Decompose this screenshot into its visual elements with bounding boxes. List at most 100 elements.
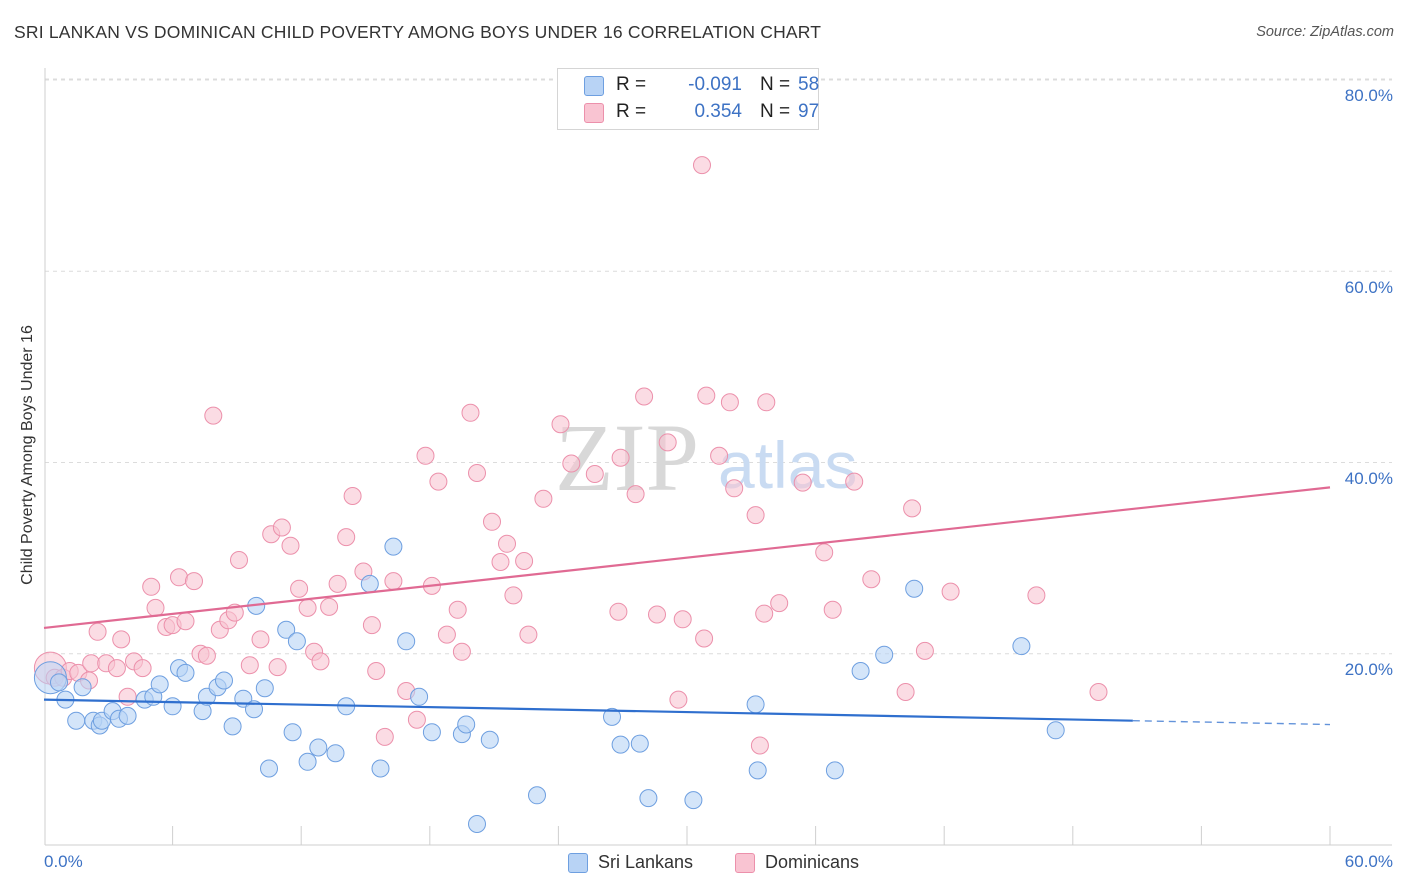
data-point [757, 393, 776, 412]
data-point [673, 610, 692, 629]
data-point [197, 646, 216, 665]
data-point [107, 659, 126, 678]
data-point [311, 652, 330, 671]
data-point [437, 625, 456, 644]
data-point [635, 387, 654, 406]
data-point [452, 642, 471, 661]
data-point [223, 717, 242, 736]
data-point [118, 687, 137, 706]
data-point [710, 446, 729, 465]
legend-label: Dominicans [765, 852, 860, 872]
data-point [815, 543, 834, 562]
data-point [287, 632, 306, 651]
y-tick-40: 40.0% [1344, 469, 1393, 488]
r-label: R = [616, 74, 647, 95]
data-point [1027, 586, 1046, 605]
data-point [133, 659, 152, 678]
data-point [519, 625, 538, 644]
data-point [371, 759, 390, 778]
data-point [272, 518, 291, 537]
data-point [825, 761, 844, 780]
data-point [611, 448, 630, 467]
legend-label: Sri Lankans [598, 852, 694, 872]
data-point [215, 671, 233, 690]
data-point [1089, 683, 1108, 701]
data-point [422, 723, 441, 742]
data-point [695, 629, 714, 648]
data-point [626, 485, 645, 504]
data-point [362, 616, 381, 635]
data-point [397, 632, 416, 651]
data-point [260, 759, 278, 778]
data-point [170, 568, 188, 587]
legend: Sri Lankans Dominicans [0, 852, 1406, 878]
data-point [142, 577, 161, 596]
n-label: N = [760, 74, 791, 95]
sri-lankans-legend-swatch [568, 853, 588, 873]
sri-lankans-trend-line [43, 698, 1133, 722]
data-point [851, 662, 870, 680]
data-point [328, 574, 347, 593]
y-tick-80: 80.0% [1344, 86, 1393, 105]
data-point [658, 433, 677, 452]
data-point [862, 570, 881, 589]
data-point [746, 695, 765, 714]
data-point [150, 675, 169, 694]
data-point [384, 572, 403, 591]
data-point [468, 815, 486, 833]
data-point [67, 711, 86, 730]
y-axis-title: Child Poverty Among Boys Under 16 [19, 325, 36, 585]
data-point [693, 156, 711, 175]
data-point [112, 630, 131, 649]
data-point [245, 700, 263, 719]
data-point [603, 707, 621, 726]
data-point [410, 687, 429, 706]
data-point [407, 710, 426, 729]
data-point [823, 600, 842, 619]
data-point [491, 553, 510, 571]
data-point [176, 612, 195, 631]
data-point [88, 622, 107, 641]
y-tick-60: 60.0% [1344, 278, 1393, 297]
dominicans-swatch [584, 103, 604, 123]
data-point [684, 791, 703, 810]
data-point [298, 752, 317, 771]
data-point [562, 454, 581, 473]
data-point [875, 645, 894, 664]
data-point [630, 734, 649, 753]
dominicans-trend-line [43, 486, 1331, 630]
r-value: 0.354 [694, 101, 742, 122]
source-label: Source: ZipAtlas.com [1256, 24, 1394, 40]
data-point [720, 393, 739, 412]
data-point [281, 536, 300, 555]
data-point [146, 598, 165, 617]
y-tick-20: 20.0% [1344, 660, 1393, 679]
data-point [185, 572, 203, 591]
data-point [755, 604, 774, 623]
data-point [504, 586, 523, 605]
data-point [73, 678, 92, 697]
data-point [320, 597, 339, 616]
chart-title: SRI LANKAN VS DOMINICAN CHILD POVERTY AM… [14, 22, 822, 42]
sri-lankans-points [33, 537, 1065, 833]
data-point [746, 506, 765, 525]
data-point [750, 736, 769, 755]
data-point [82, 654, 101, 673]
data-point [515, 552, 534, 570]
data-point [896, 683, 915, 701]
data-point [1012, 637, 1031, 656]
data-point [290, 579, 309, 598]
data-point [375, 727, 394, 746]
data-point [337, 528, 356, 547]
stats-box: R = -0.091 N = 58 R = 0.354 N = 97 [557, 68, 819, 130]
data-point [793, 473, 812, 492]
n-label: N = [760, 101, 791, 122]
data-point [343, 487, 362, 505]
data-point [298, 598, 317, 617]
data-point [468, 464, 486, 482]
data-point [905, 579, 924, 598]
data-point [360, 574, 379, 593]
data-point [230, 551, 248, 569]
data-point [255, 679, 274, 698]
